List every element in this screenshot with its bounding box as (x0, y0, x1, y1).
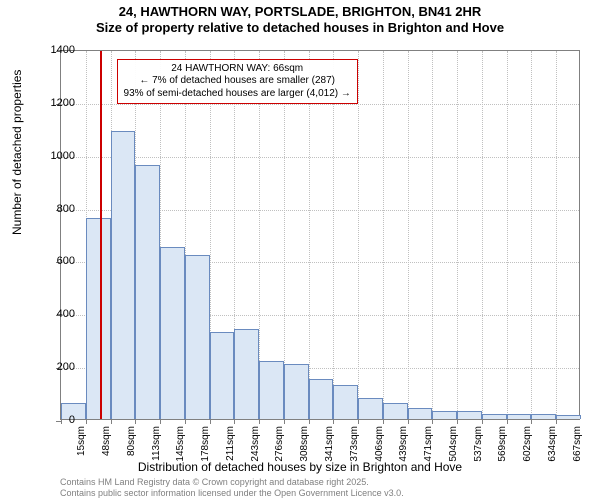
gridline-v (383, 51, 384, 419)
x-tick (259, 419, 260, 424)
x-tick (86, 419, 87, 424)
annotation-line: 93% of semi-detached houses are larger (… (124, 88, 351, 101)
histogram-bar (531, 414, 556, 419)
annotation-line: ← 7% of detached houses are smaller (287… (124, 75, 351, 88)
footer-line-2: Contains public sector information licen… (60, 488, 404, 498)
x-tick-label: 406sqm (374, 426, 385, 462)
histogram-bar (556, 415, 581, 419)
histogram-bar (383, 403, 408, 419)
x-tick (234, 419, 235, 424)
gridline-v (408, 51, 409, 419)
gridline-v (556, 51, 557, 419)
gridline-v (507, 51, 508, 419)
histogram-bar (160, 247, 185, 419)
x-tick (556, 419, 557, 424)
x-tick (284, 419, 285, 424)
x-tick-label: 145sqm (175, 426, 186, 462)
histogram-bar (333, 385, 358, 419)
histogram-bar (284, 364, 309, 420)
x-tick-label: 341sqm (324, 426, 335, 462)
x-tick-label: 537sqm (473, 426, 484, 462)
x-tick-label: 113sqm (151, 426, 162, 461)
chart-title-block: 24, HAWTHORN WAY, PORTSLADE, BRIGHTON, B… (0, 0, 600, 37)
histogram-bar (234, 329, 259, 419)
x-tick-label: 373sqm (349, 426, 360, 462)
x-tick-label: 276sqm (274, 426, 285, 462)
y-tick-label: 1400 (35, 44, 75, 56)
histogram-bar (86, 218, 111, 419)
y-tick-label: 0 (35, 414, 75, 426)
histogram-bar (358, 398, 383, 419)
histogram-plot: 15sqm48sqm80sqm113sqm145sqm178sqm211sqm2… (60, 50, 580, 420)
x-tick (210, 419, 211, 424)
y-tick-label: 1200 (35, 97, 75, 109)
histogram-bar (111, 131, 136, 419)
annotation-box: 24 HAWTHORN WAY: 66sqm← 7% of detached h… (117, 59, 358, 105)
y-tick-label: 600 (35, 255, 75, 267)
title-line-1: 24, HAWTHORN WAY, PORTSLADE, BRIGHTON, B… (0, 4, 600, 20)
chart-footer: Contains HM Land Registry data © Crown c… (60, 477, 404, 498)
x-tick-label: 15sqm (76, 426, 87, 456)
x-axis-label: Distribution of detached houses by size … (0, 460, 600, 474)
gridline-v (482, 51, 483, 419)
gridline-v (358, 51, 359, 419)
histogram-bar (507, 414, 532, 419)
histogram-bar (210, 332, 235, 419)
x-tick-label: 504sqm (448, 426, 459, 462)
x-tick-label: 602sqm (522, 426, 533, 462)
x-tick-label: 471sqm (423, 426, 434, 462)
x-tick-label: 569sqm (497, 426, 508, 462)
histogram-bar (482, 414, 507, 419)
gridline-v (432, 51, 433, 419)
y-axis-label: Number of detached properties (10, 70, 24, 235)
x-tick-label: 48sqm (101, 426, 112, 456)
y-tick-label: 1000 (35, 150, 75, 162)
x-tick (185, 419, 186, 424)
x-tick-label: 308sqm (299, 426, 310, 462)
x-tick-label: 178sqm (200, 426, 211, 462)
histogram-bar (135, 165, 160, 419)
x-tick-label: 211sqm (225, 426, 236, 461)
histogram-bar (185, 255, 210, 419)
x-tick-label: 439sqm (398, 426, 409, 462)
y-tick-label: 800 (35, 203, 75, 215)
x-tick (358, 419, 359, 424)
histogram-bar (259, 361, 284, 419)
histogram-bar (432, 411, 457, 419)
x-tick (482, 419, 483, 424)
y-tick-label: 400 (35, 308, 75, 320)
x-tick-label: 634sqm (547, 426, 558, 462)
x-tick (160, 419, 161, 424)
x-tick (432, 419, 433, 424)
x-tick (408, 419, 409, 424)
gridline-v (309, 51, 310, 419)
gridline-v (531, 51, 532, 419)
x-tick (309, 419, 310, 424)
x-tick-label: 667sqm (572, 426, 583, 462)
histogram-bar (408, 408, 433, 419)
x-tick-label: 243sqm (250, 426, 261, 462)
histogram-bar (309, 379, 334, 419)
gridline-h (61, 157, 579, 158)
x-tick (507, 419, 508, 424)
annotation-line: 24 HAWTHORN WAY: 66sqm (124, 63, 351, 76)
x-tick (531, 419, 532, 424)
x-tick-label: 80sqm (126, 426, 137, 456)
x-tick (111, 419, 112, 424)
y-tick-label: 200 (35, 361, 75, 373)
gridline-v (457, 51, 458, 419)
footer-line-1: Contains HM Land Registry data © Crown c… (60, 477, 404, 487)
x-tick (457, 419, 458, 424)
x-tick (333, 419, 334, 424)
x-tick (135, 419, 136, 424)
chart-area: 15sqm48sqm80sqm113sqm145sqm178sqm211sqm2… (60, 50, 580, 420)
x-tick (383, 419, 384, 424)
property-marker-line (100, 51, 102, 419)
histogram-bar (457, 411, 482, 419)
title-line-2: Size of property relative to detached ho… (0, 20, 600, 36)
gridline-v (333, 51, 334, 419)
